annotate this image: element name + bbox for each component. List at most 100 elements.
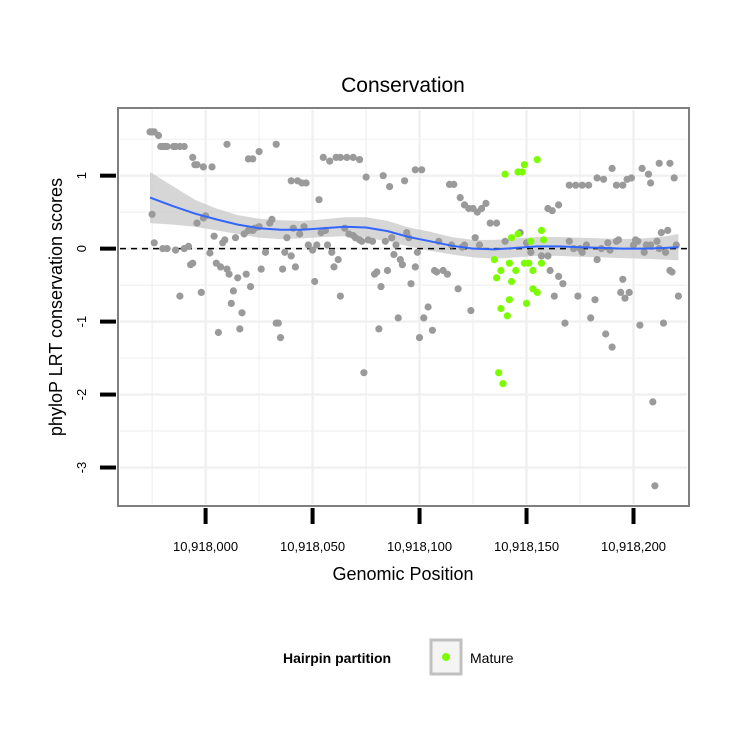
data-point-other: [223, 140, 231, 148]
data-point-other: [163, 245, 171, 253]
data-point-other: [619, 181, 627, 189]
smooth-line: [149, 196, 679, 251]
data-point-other: [561, 319, 569, 327]
data-point-other: [636, 321, 644, 329]
data-point-other: [612, 181, 621, 189]
data-point-other: [657, 229, 665, 237]
data-point-other: [527, 248, 535, 256]
data-point-other: [617, 288, 625, 296]
data-point-mature: [518, 168, 526, 176]
data-point-other: [647, 241, 655, 249]
data-point-other: [415, 334, 424, 342]
data-point-other: [150, 239, 158, 247]
data-point-mature: [503, 312, 511, 320]
y-tick-label: -2: [74, 389, 89, 401]
data-point-other: [627, 174, 636, 182]
data-point-other: [238, 309, 246, 317]
y-axis: -3 -2 -1 0 1: [74, 172, 116, 473]
data-point-other: [283, 234, 291, 242]
data-point-other: [261, 248, 270, 256]
data-point-other: [276, 334, 285, 342]
data-point-mature: [501, 170, 509, 178]
data-point-other: [375, 325, 383, 333]
data-point-other: [398, 261, 406, 269]
y-tick-label: -1: [74, 316, 89, 328]
data-point-other: [407, 280, 415, 288]
plot-area: [117, 107, 690, 507]
data-point-mature: [525, 259, 533, 267]
data-point-mature: [512, 266, 520, 275]
data-point-other: [193, 161, 201, 169]
x-tick-label: 10,918,050: [280, 539, 345, 554]
data-point-other: [268, 215, 276, 223]
data-point-other: [621, 294, 629, 302]
data-point-other: [587, 314, 595, 322]
data-point-other: [180, 142, 188, 151]
data-point-other: [148, 210, 156, 218]
data-point-other: [411, 166, 419, 174]
chart-title: Conservation: [341, 74, 465, 97]
data-point-other: [189, 153, 197, 161]
data-point-other: [341, 224, 349, 232]
data-point-other: [593, 174, 601, 182]
data-point-other: [289, 224, 297, 232]
data-point-other: [287, 177, 295, 185]
data-point-other: [249, 155, 257, 163]
y-axis-label: phyloP LRT conservation scores: [46, 178, 66, 436]
data-point-other: [653, 237, 661, 245]
data-point-other: [668, 268, 676, 276]
data-point-mature: [508, 234, 516, 242]
data-point-other: [313, 241, 321, 249]
data-point-mature: [514, 230, 522, 238]
data-point-other: [662, 248, 670, 256]
data-point-other: [647, 179, 655, 187]
plot-border: [117, 107, 690, 507]
data-point-other: [368, 237, 377, 245]
data-point-other: [674, 292, 683, 300]
data-point-other: [634, 237, 642, 245]
data-point-other: [450, 180, 458, 188]
data-point-mature: [495, 369, 503, 377]
data-point-other: [225, 270, 233, 278]
data-point-other: [210, 232, 218, 240]
data-point-other: [279, 265, 287, 273]
data-point-other: [471, 234, 479, 242]
data-point-other: [257, 265, 265, 273]
y-tick-label: 0: [74, 245, 89, 252]
data-point-other: [420, 314, 428, 322]
legend-mature-dot: [442, 653, 450, 661]
data-point-other: [559, 280, 567, 288]
data-point-other: [578, 248, 586, 256]
data-point-other: [501, 237, 509, 245]
data-point-mature: [537, 259, 546, 267]
data-point-other: [328, 248, 336, 256]
data-point-other: [467, 307, 475, 315]
data-point-other: [334, 256, 342, 264]
data-point-other: [336, 292, 344, 300]
data-point-other: [309, 246, 317, 254]
data-point-mature: [529, 266, 537, 275]
data-point-other: [401, 177, 409, 185]
data-point-other: [229, 287, 237, 295]
data-point-other: [433, 268, 441, 276]
data-point-other: [664, 226, 672, 234]
x-tick-label: 10,918,200: [601, 539, 666, 554]
data-point-other: [199, 163, 207, 171]
data-point-other: [221, 236, 229, 244]
data-point-other: [236, 325, 244, 333]
data-point-other: [296, 230, 304, 238]
data-point-other: [274, 319, 282, 327]
data-point-other: [373, 268, 381, 276]
data-point-mature: [520, 161, 529, 169]
data-point-other: [197, 288, 205, 296]
data-point-mature: [490, 256, 498, 264]
data-point-other: [600, 175, 608, 183]
data-point-other: [478, 204, 486, 213]
x-axis-label: Genomic Position: [332, 564, 473, 584]
y-tick-label: 1: [74, 172, 89, 179]
data-point-other: [358, 237, 366, 245]
data-point-other: [593, 256, 601, 264]
data-point-other: [193, 219, 201, 227]
data-point-other: [394, 314, 402, 322]
